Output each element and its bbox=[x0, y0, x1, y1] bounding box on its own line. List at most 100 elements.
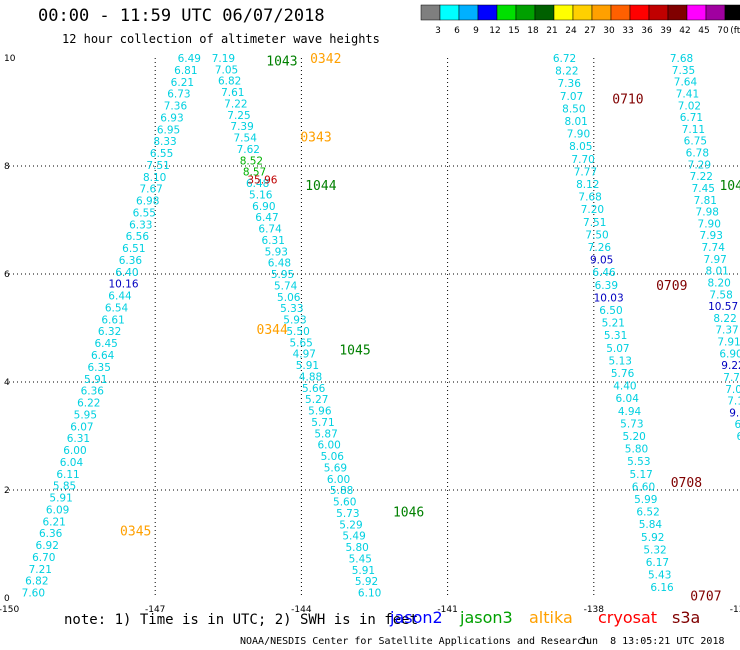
wave-height-value: 8.01 bbox=[705, 266, 728, 278]
wave-height-value: 6.31 bbox=[262, 235, 285, 247]
pass-time-label: 1046 bbox=[393, 506, 424, 521]
wave-height-value: 5.65 bbox=[289, 337, 312, 349]
wave-height-value: 7.45 bbox=[692, 183, 715, 195]
color-scale-swatch bbox=[534, 4, 555, 21]
wave-height-value: 6.78 bbox=[686, 148, 709, 160]
wave-height-value: 8.05 bbox=[569, 141, 592, 153]
wave-height-value: 7.21 bbox=[29, 564, 52, 576]
wave-height-value: 7.70 bbox=[723, 372, 740, 384]
wave-height-value: 7.91 bbox=[717, 337, 740, 349]
wave-height-value: 6.98 bbox=[136, 196, 159, 208]
wave-height-value: 7.60 bbox=[22, 588, 45, 600]
color-scale-label: 36 bbox=[641, 26, 653, 36]
wave-height-value: 7.90 bbox=[698, 218, 721, 230]
wave-height-value: 5.07 bbox=[606, 343, 629, 355]
wave-height-value: 6.04 bbox=[616, 393, 640, 405]
wave-height-value: 5.95 bbox=[271, 269, 294, 281]
header-title: 00:00 - 11:59 UTC 06/07/2018 bbox=[38, 6, 325, 26]
wave-height-value: 7.50 bbox=[585, 229, 608, 241]
wave-height-value: 5.71 bbox=[311, 417, 334, 429]
legend-cryosat: cryosat bbox=[598, 608, 658, 627]
wave-height-value: 5.91 bbox=[352, 565, 375, 577]
wave-height-value: 7.37 bbox=[715, 325, 738, 337]
wave-height-value: 6.74 bbox=[258, 224, 282, 236]
latitude-tick-label: 0 bbox=[4, 594, 10, 604]
color-scale-label: 15 bbox=[508, 26, 519, 36]
wave-height-value: 8.20 bbox=[707, 277, 730, 289]
wave-height-value: 10.57 bbox=[708, 301, 738, 313]
color-scale-swatch bbox=[515, 4, 536, 21]
wave-height-value: 6.93 bbox=[160, 112, 183, 124]
wave-height-value: 5.32 bbox=[643, 544, 666, 556]
wave-height-value: 9.39 bbox=[729, 407, 740, 419]
wave-height-value: 8.10 bbox=[143, 172, 166, 184]
wave-height-value: 6.72 bbox=[553, 53, 576, 65]
wave-height-value: 6.47 bbox=[255, 212, 278, 224]
wave-height-value: 7.05 bbox=[215, 64, 238, 76]
wave-height-value: 5.16 bbox=[249, 189, 273, 201]
wave-height-value: 5.84 bbox=[639, 519, 663, 531]
wave-height-value: 6.64 bbox=[91, 350, 115, 362]
wave-height-value: 5.76 bbox=[611, 368, 635, 380]
wave-height-value: 5.06 bbox=[321, 451, 345, 463]
wave-height-value: 6.49 bbox=[178, 53, 201, 65]
wave-height-value: 5.33 bbox=[280, 303, 303, 315]
color-scale-swatch bbox=[705, 4, 726, 21]
latitude-tick-label: 4 bbox=[4, 378, 10, 388]
color-scale-label: 24 bbox=[565, 26, 577, 36]
wave-height-value: 7.68 bbox=[578, 192, 601, 204]
wave-height-value: 5.87 bbox=[314, 428, 337, 440]
legend-jason2: jason2 bbox=[390, 608, 443, 627]
wave-height-value: 7.58 bbox=[709, 289, 732, 301]
wave-height-value: 7.98 bbox=[696, 207, 719, 219]
wave-height-value: 7.05 bbox=[725, 384, 740, 396]
color-scale-label: 39 bbox=[660, 26, 672, 36]
color-scale-swatch bbox=[420, 4, 441, 21]
color-scale-label: 27 bbox=[584, 26, 595, 36]
pass-time-label: 0707 bbox=[690, 589, 721, 604]
wave-height-value: 7.29 bbox=[688, 159, 711, 171]
wave-height-value: 6.33 bbox=[129, 219, 152, 231]
wave-height-value: 7.22 bbox=[224, 98, 247, 110]
pass-time-label: 0344 bbox=[257, 323, 288, 338]
wave-height-value: 7.64 bbox=[674, 77, 698, 89]
wave-height-value: 6.36 bbox=[81, 386, 105, 398]
wave-height-value: 7.97 bbox=[703, 254, 726, 266]
wave-height-value: 6.52 bbox=[636, 507, 659, 519]
pass-time-label: 0709 bbox=[656, 279, 687, 294]
color-scale-swatch bbox=[553, 4, 574, 21]
wave-height-value: 6.56 bbox=[126, 231, 150, 243]
latitude-tick-label: 2 bbox=[4, 486, 10, 496]
wave-height-value: 6.00 bbox=[317, 440, 340, 452]
wave-height-value: 5.06 bbox=[277, 292, 301, 304]
wave-height-value: 7.62 bbox=[237, 144, 260, 156]
wave-height-value: 7.35 bbox=[672, 65, 695, 77]
longitude-tick-label: -141 bbox=[437, 605, 457, 615]
color-scale-label: 9 bbox=[473, 26, 479, 36]
wave-height-value: 6.35 bbox=[88, 362, 111, 374]
wave-height-value: 6.40 bbox=[115, 267, 138, 279]
wave-height-value: 7.36 bbox=[164, 101, 188, 113]
wave-height-value: 5.91 bbox=[296, 360, 319, 372]
wave-height-value: 10.03 bbox=[594, 292, 624, 304]
wave-height-value: 7.54 bbox=[234, 133, 258, 145]
wave-height-value: 5.88 bbox=[330, 485, 353, 497]
wave-height-value: 10.16 bbox=[108, 279, 138, 291]
wave-height-value: 7.19 bbox=[212, 53, 235, 65]
wave-height-value: 5.66 bbox=[302, 383, 326, 395]
wave-height-value: 5.92 bbox=[355, 576, 378, 588]
pass-time-label: 0708 bbox=[671, 476, 702, 491]
wave-height-value: 5.74 bbox=[274, 280, 298, 292]
pass-time-label: 0343 bbox=[300, 130, 331, 145]
wave-height-value: 7.41 bbox=[676, 88, 699, 100]
wave-height-value: 6.11 bbox=[56, 469, 79, 481]
wave-height-value: 6.10 bbox=[358, 588, 381, 600]
wave-height-value: 5.53 bbox=[627, 456, 650, 468]
wave-height-value: 6.46 bbox=[592, 267, 616, 279]
footer-agency: NOAA/NESDIS Center for Satellite Applica… bbox=[240, 636, 590, 647]
color-scale-label: 45 bbox=[698, 26, 709, 36]
wave-height-value: 6.04 bbox=[60, 457, 84, 469]
wave-height-value: 8.22 bbox=[713, 313, 736, 325]
color-scale-unit: (ft) bbox=[730, 26, 740, 36]
wave-height-value: 7.67 bbox=[139, 184, 162, 196]
